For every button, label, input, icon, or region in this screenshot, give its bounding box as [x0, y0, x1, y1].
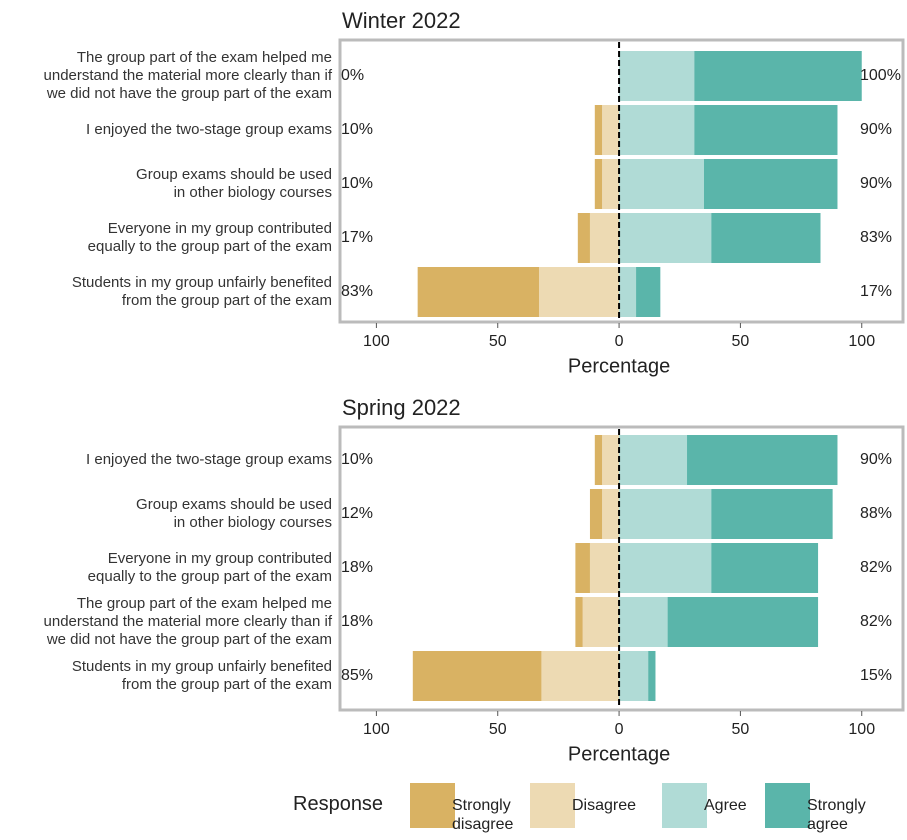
left-total-label: 10% — [341, 451, 373, 468]
legend-title: Response — [293, 793, 384, 815]
bar-segment — [594, 435, 603, 485]
legend-label: Strongly agree — [807, 797, 866, 833]
x-tick-label: 50 — [489, 333, 507, 350]
bar-segment — [582, 597, 620, 647]
right-total-label: 82% — [860, 559, 892, 576]
bar-segment — [619, 105, 695, 155]
bar-segment — [636, 267, 661, 317]
bar-segment — [619, 543, 712, 593]
left-total-label: 17% — [341, 229, 373, 246]
right-total-label: 17% — [860, 283, 892, 300]
legend-swatch — [530, 783, 575, 828]
bar-segment — [694, 105, 838, 155]
legend-label: Disagree — [572, 797, 637, 814]
right-total-label: 90% — [860, 451, 892, 468]
panel-title: Winter 2022 — [342, 8, 461, 33]
bar-segment — [541, 651, 620, 701]
plot-frame — [338, 425, 905, 712]
left-total-label: 85% — [341, 667, 373, 684]
category-label: Group exams should be used in other biol… — [136, 496, 332, 531]
bar-segment — [602, 435, 620, 485]
right-total-label: 100% — [860, 67, 901, 84]
bar-segment — [619, 159, 705, 209]
bar-segment — [711, 213, 821, 263]
right-total-label: 90% — [860, 175, 892, 192]
bar-segment — [619, 213, 712, 263]
category-label: Everyone in my group contributed equally… — [87, 550, 332, 585]
bar-segment — [619, 489, 712, 539]
panel-title: Spring 2022 — [342, 395, 461, 420]
bar-segment — [619, 435, 688, 485]
legend-swatch — [765, 783, 810, 828]
bar-segment — [594, 159, 603, 209]
x-tick-label: 100 — [848, 721, 875, 738]
plot-frame — [338, 38, 905, 324]
bar-segment — [589, 543, 620, 593]
category-label: Students in my group unfairly benefited … — [71, 658, 332, 693]
bar-segment — [687, 435, 838, 485]
bar-segment — [667, 597, 819, 647]
x-tick-label: 0 — [615, 333, 624, 350]
category-label: The group part of the exam helped me und… — [43, 595, 332, 648]
bar-segment — [619, 267, 637, 317]
bar-segment — [619, 651, 649, 701]
bar-segment — [694, 51, 862, 101]
bar-segment — [619, 51, 695, 101]
legend-label: Strongly disagree — [452, 797, 514, 833]
legend-label: Agree — [704, 797, 747, 814]
bar-segment — [704, 159, 838, 209]
bar-segment — [577, 213, 590, 263]
bar-segment — [538, 267, 620, 317]
bar-segment — [575, 543, 590, 593]
left-total-label: 10% — [341, 175, 373, 192]
left-total-label: 10% — [341, 121, 373, 138]
x-tick-label: 50 — [732, 333, 750, 350]
bar-segment — [575, 597, 583, 647]
x-tick-label: 0 — [615, 721, 624, 738]
bar-segment — [589, 213, 620, 263]
bar-segment — [602, 105, 620, 155]
right-total-label: 88% — [860, 505, 892, 522]
right-total-label: 82% — [860, 613, 892, 630]
left-total-label: 12% — [341, 505, 373, 522]
category-label: Students in my group unfairly benefited … — [71, 274, 332, 309]
bar-segment — [412, 651, 542, 701]
legend-swatch — [662, 783, 707, 828]
x-tick-label: 100 — [848, 333, 875, 350]
x-tick-label: 50 — [732, 721, 750, 738]
bar-segment — [417, 267, 539, 317]
right-total-label: 15% — [860, 667, 892, 684]
x-axis-title: Percentage — [568, 743, 670, 765]
category-label: I enjoyed the two-stage group exams — [86, 451, 332, 468]
left-total-label: 18% — [341, 613, 373, 630]
bar-segment — [619, 597, 668, 647]
category-label: I enjoyed the two-stage group exams — [86, 121, 332, 138]
x-tick-label: 100 — [363, 333, 390, 350]
right-total-label: 83% — [860, 229, 892, 246]
category-label: The group part of the exam helped me und… — [43, 49, 332, 102]
bar-segment — [594, 105, 603, 155]
x-tick-label: 100 — [363, 721, 390, 738]
bar-segment — [711, 543, 819, 593]
bar-segment — [602, 159, 620, 209]
x-tick-label: 50 — [489, 721, 507, 738]
left-total-label: 18% — [341, 559, 373, 576]
category-label: Group exams should be used in other biol… — [136, 166, 332, 201]
right-total-label: 90% — [860, 121, 892, 138]
legend-swatch — [410, 783, 455, 828]
x-axis-title: Percentage — [568, 355, 670, 377]
bar-segment — [602, 489, 620, 539]
left-total-label: 83% — [341, 283, 373, 300]
category-label: Everyone in my group contributed equally… — [87, 220, 332, 255]
bar-segment — [711, 489, 833, 539]
left-total-label: 0% — [341, 67, 364, 84]
bar-segment — [589, 489, 603, 539]
bar-segment — [648, 651, 656, 701]
